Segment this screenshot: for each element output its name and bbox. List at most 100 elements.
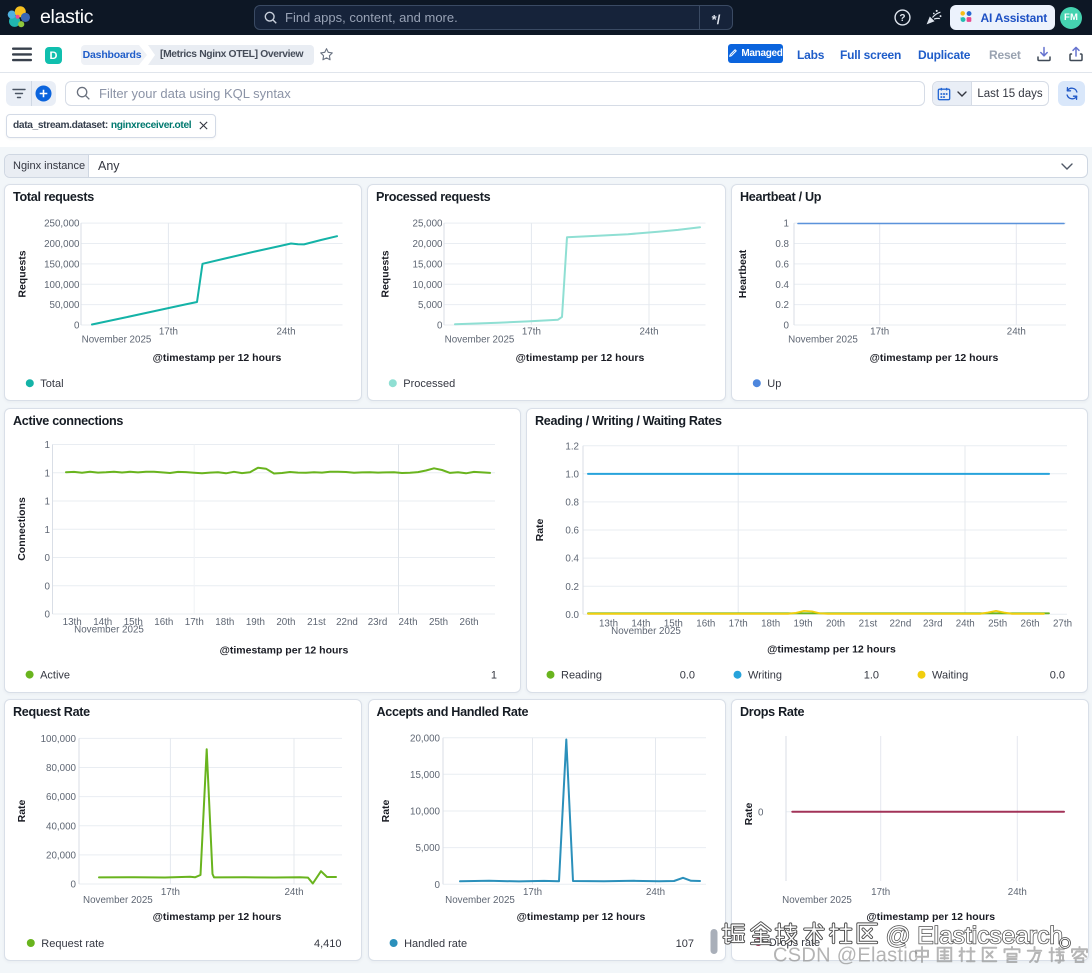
svg-text:November 2025: November 2025 [82,335,152,346]
svg-text:November 2025: November 2025 [788,335,858,346]
svg-text:107: 107 [675,938,693,950]
svg-text:Rate: Rate [534,518,546,541]
svg-text:100,000: 100,000 [44,280,80,291]
svg-text:0.0: 0.0 [565,610,579,621]
svg-text:10,000: 10,000 [410,807,441,818]
svg-text:@timestamp per 12 hours: @timestamp per 12 hours [767,644,896,656]
svg-text:25,000: 25,000 [413,219,444,230]
svg-text:0.0: 0.0 [680,670,695,682]
svg-text:0: 0 [45,610,51,621]
svg-text:Up: Up [767,378,781,390]
svg-text:16th: 16th [154,617,173,628]
svg-text:17th: 17th [870,327,889,338]
svg-text:20th: 20th [276,617,295,628]
svg-text:150,000: 150,000 [44,259,80,270]
svg-text:1: 1 [45,497,50,508]
svg-text:26th: 26th [460,617,479,628]
svg-text:17th: 17th [159,327,178,338]
svg-text:21st: 21st [307,617,326,628]
svg-text:1: 1 [45,468,50,479]
svg-text:16th: 16th [696,619,715,630]
svg-text:4,410: 4,410 [314,938,342,950]
svg-text:19th: 19th [794,619,813,630]
svg-text:17th: 17th [185,617,204,628]
svg-text:0: 0 [45,553,51,564]
svg-text:24th: 24th [956,619,975,630]
svg-text:@timestamp per 12 hours: @timestamp per 12 hours [153,911,282,923]
svg-text:@timestamp per 12 hours: @timestamp per 12 hours [870,352,999,364]
svg-text:40,000: 40,000 [46,821,77,832]
svg-text:@timestamp per 12 hours: @timestamp per 12 hours [866,911,995,923]
svg-text:24th: 24th [398,617,417,628]
svg-text:1.0: 1.0 [565,469,579,480]
svg-text:10,000: 10,000 [413,280,444,291]
svg-text:27th: 27th [1053,619,1072,630]
svg-text:17th: 17th [161,887,180,898]
svg-text:Total: Total [40,378,63,390]
svg-text:22nd: 22nd [889,619,911,630]
svg-text:Requests: Requests [17,250,29,297]
svg-text:1: 1 [45,525,50,536]
svg-text:20,000: 20,000 [410,733,441,744]
svg-text:Waiting: Waiting [932,670,968,682]
svg-text:0: 0 [71,880,77,891]
svg-text:20,000: 20,000 [413,239,444,250]
svg-text:20,000: 20,000 [46,850,77,861]
svg-text:Requests: Requests [380,250,392,297]
svg-text:0: 0 [784,321,790,332]
svg-text:13th: 13th [63,617,82,628]
svg-text:@ Elasticsearch: @ Elasticsearch [886,923,1063,950]
svg-text:14th: 14th [631,619,650,630]
svg-text:80,000: 80,000 [46,763,77,774]
svg-text:0.4: 0.4 [775,280,789,291]
svg-text:18th: 18th [215,617,234,628]
svg-text:0: 0 [74,321,80,332]
svg-text:0.8: 0.8 [775,239,789,250]
svg-text:Connections: Connections [16,497,28,561]
svg-text:60,000: 60,000 [46,792,77,803]
svg-text:Rate: Rate [16,799,28,822]
svg-text:0.0: 0.0 [1050,670,1065,682]
svg-text:CSDN @Elastic: CSDN @Elastic [773,945,918,967]
svg-text:Reading: Reading [561,670,602,682]
svg-text:24th: 24th [639,327,658,338]
svg-text:November 2025: November 2025 [445,895,515,906]
svg-text:1.0: 1.0 [864,670,879,682]
svg-text:Handled rate: Handled rate [404,938,467,950]
svg-text:1: 1 [491,670,497,682]
svg-text:@timestamp per 12 hours: @timestamp per 12 hours [153,352,282,364]
svg-text:24th: 24th [645,887,664,898]
svg-text:100,000: 100,000 [41,734,77,745]
svg-text:14th: 14th [93,617,112,628]
svg-text:18th: 18th [761,619,780,630]
svg-text:0.2: 0.2 [565,582,579,593]
svg-text:0: 0 [758,807,764,818]
svg-text:25th: 25th [988,619,1007,630]
svg-text:50,000: 50,000 [50,300,81,311]
svg-text:17th: 17th [871,887,890,898]
svg-text:November 2025: November 2025 [74,625,144,636]
svg-text:22nd: 22nd [336,617,358,628]
svg-text:5,000: 5,000 [418,300,443,311]
svg-text:@timestamp per 12 hours: @timestamp per 12 hours [516,911,645,923]
svg-text:19th: 19th [246,617,265,628]
svg-text:November 2025: November 2025 [782,895,852,906]
svg-text:0.4: 0.4 [565,554,579,565]
svg-text:@timestamp per 12 hours: @timestamp per 12 hours [220,645,349,657]
svg-text:?: ? [900,13,906,24]
svg-text:13th: 13th [599,619,618,630]
svg-text:0: 0 [434,880,440,891]
svg-text:0.6: 0.6 [565,526,579,537]
svg-text:Processed: Processed [403,378,455,390]
svg-text:15,000: 15,000 [413,259,444,270]
svg-text:21st: 21st [859,619,878,630]
svg-text:Heartbeat: Heartbeat [737,249,749,298]
svg-text:November 2025: November 2025 [83,895,153,906]
svg-text:1.2: 1.2 [565,441,579,452]
svg-text:0: 0 [437,321,443,332]
svg-text:Request rate: Request rate [41,938,104,950]
svg-text:250,000: 250,000 [44,219,80,230]
svg-text:November 2025: November 2025 [445,335,515,346]
svg-text:0.6: 0.6 [775,259,789,270]
svg-text:0.2: 0.2 [775,300,789,311]
